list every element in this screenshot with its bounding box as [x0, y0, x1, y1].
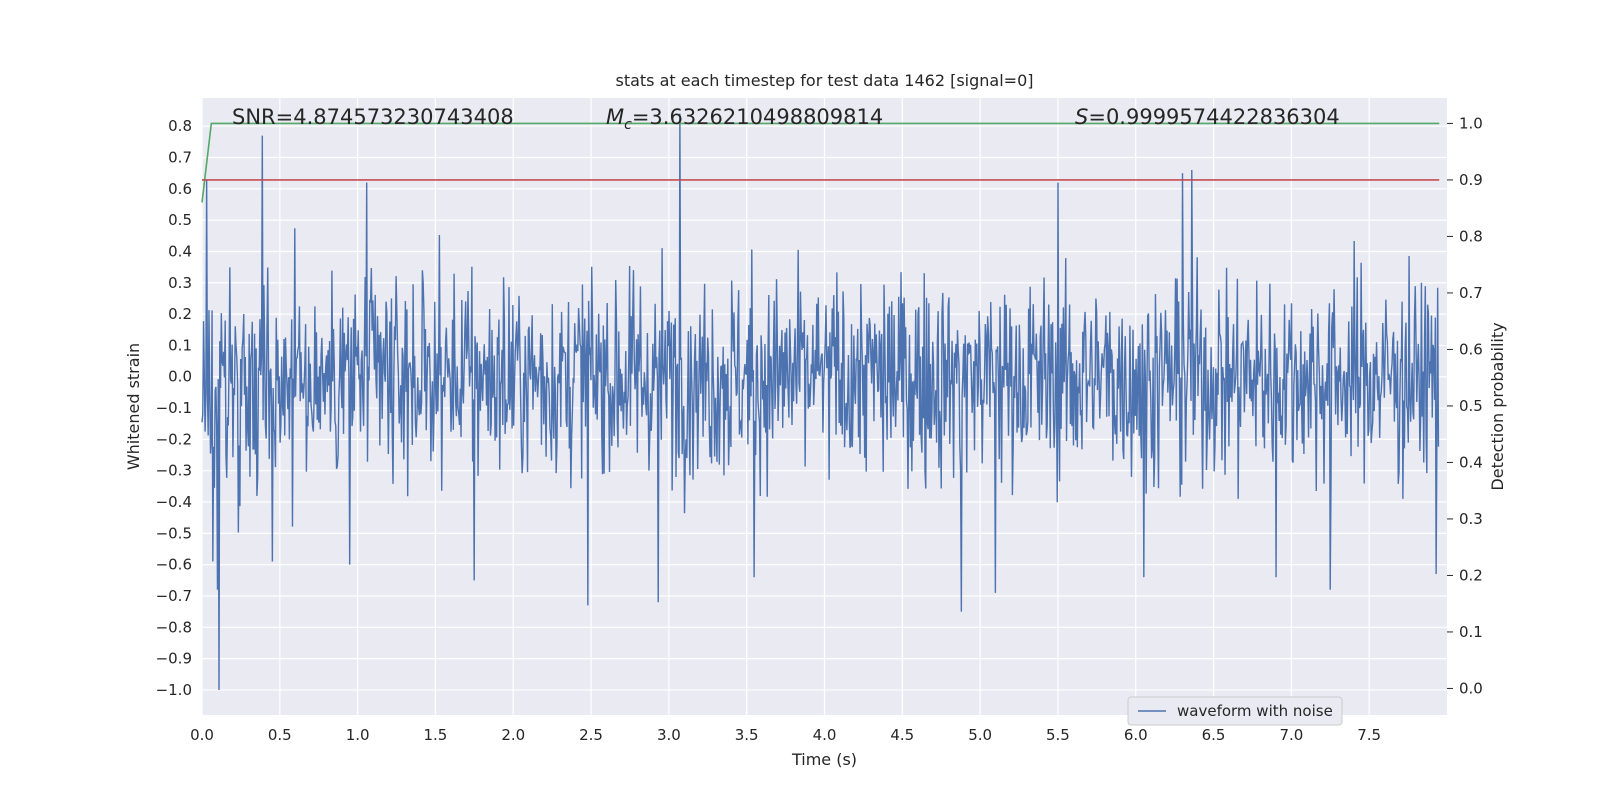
x-tick-label: 6.0	[1124, 726, 1148, 744]
y-tick-label: 0.5	[168, 211, 192, 229]
y-tick-label: −0.4	[156, 493, 192, 511]
chirp-mass-annotation: Mc=3.6326210498809814	[606, 105, 883, 133]
y-tick-label: 0.1	[168, 336, 192, 354]
y2-tick-label: 1.0	[1459, 114, 1483, 132]
x-tick-label: 2.5	[579, 726, 603, 744]
waveform-line	[201, 113, 1440, 690]
x-tick-label: 1.5	[424, 726, 448, 744]
y-tick-label: −0.7	[156, 587, 192, 605]
mc-subscript: c	[624, 117, 632, 133]
x-tick-label: 0.0	[190, 726, 214, 744]
s-annotation: S=0.9999574422836304	[1075, 105, 1340, 129]
detection-probability-line	[201, 122, 1440, 203]
x-tick-label: 4.5	[890, 726, 914, 744]
y2-tick-label: 0.2	[1459, 566, 1483, 584]
y-tick-label: 0.7	[168, 149, 192, 167]
x-tick-label: 0.5	[268, 726, 292, 744]
mc-symbol: M	[606, 105, 624, 129]
x-tick-label: 7.5	[1357, 726, 1381, 744]
waveform-series	[201, 113, 1440, 690]
y2-axis-label: Detection probability	[1488, 322, 1507, 490]
y2-tick-label: 0.6	[1459, 340, 1483, 358]
y-right-ticks: 1.0 0.9 0.8 0.7 0.6 0.5 0.4 0.3 0.2 0.1 0.0	[1447, 114, 1483, 697]
x-tick-label: 5.5	[1046, 726, 1070, 744]
legend-label-waveform: waveform with noise	[1177, 702, 1333, 720]
chart-title: stats at each timestep for test data 146…	[615, 71, 1033, 90]
snr-annotation: SNR=4.874573230743408	[232, 105, 514, 129]
s-symbol: S	[1075, 105, 1088, 129]
y-tick-label: −0.5	[156, 524, 192, 542]
mc-value: =3.6326210498809814	[632, 105, 883, 129]
y2-tick-label: 0.3	[1459, 510, 1483, 528]
y-axis-label: Whitened strain	[124, 343, 143, 470]
y2-tick-label: 0.4	[1459, 453, 1483, 471]
y-tick-label: 0.6	[168, 180, 192, 198]
legend-box	[1127, 696, 1343, 726]
y-tick-label: 0.4	[168, 242, 192, 260]
s-value: =0.9999574422836304	[1088, 105, 1339, 129]
x-tick-label: 3.0	[657, 726, 681, 744]
y-tick-label: 0.3	[168, 274, 192, 292]
y-tick-label: −0.8	[156, 618, 192, 636]
y-tick-label: −0.6	[156, 556, 192, 574]
y-tick-label: −0.2	[156, 430, 192, 448]
y2-tick-label: 0.9	[1459, 171, 1483, 189]
x-tick-label: 4.0	[813, 726, 837, 744]
x-axis-label: Time (s)	[791, 750, 857, 769]
x-tick-label: 2.0	[501, 726, 525, 744]
y-tick-label: 0.8	[168, 117, 192, 135]
x-tick-label: 6.5	[1202, 726, 1226, 744]
y-tick-label: −1.0	[156, 681, 192, 699]
y2-tick-label: 0.5	[1459, 397, 1483, 415]
y2-tick-label: 0.1	[1459, 623, 1483, 641]
y-tick-label: 0.2	[168, 305, 192, 323]
x-tick-label: 7.0	[1279, 726, 1303, 744]
y-left-ticks: 0.8 0.7 0.6 0.5 0.4 0.3 0.2 0.1 0.0 −0.1 −0.2 −0.3 −…	[156, 117, 192, 699]
y2-tick-label: 0.7	[1459, 284, 1483, 302]
y-tick-label: −0.1	[156, 399, 192, 417]
y2-tick-label: 0.8	[1459, 227, 1483, 245]
y-tick-label: 0.0	[168, 368, 192, 386]
y-tick-label: −0.9	[156, 650, 192, 668]
y-tick-label: −0.3	[156, 462, 192, 480]
probability-series	[201, 122, 1440, 203]
x-tick-label: 3.5	[735, 726, 759, 744]
y2-tick-label: 0.0	[1459, 679, 1483, 697]
x-ticks: 0.0 0.5 1.0 1.5 2.0 2.5 3.0 3.5 4.0 4.5 5.0 5.5 6.0 6…	[190, 726, 1381, 744]
x-tick-label: 1.0	[346, 726, 370, 744]
legend: waveform with noise	[1127, 696, 1343, 726]
x-tick-label: 5.0	[968, 726, 992, 744]
